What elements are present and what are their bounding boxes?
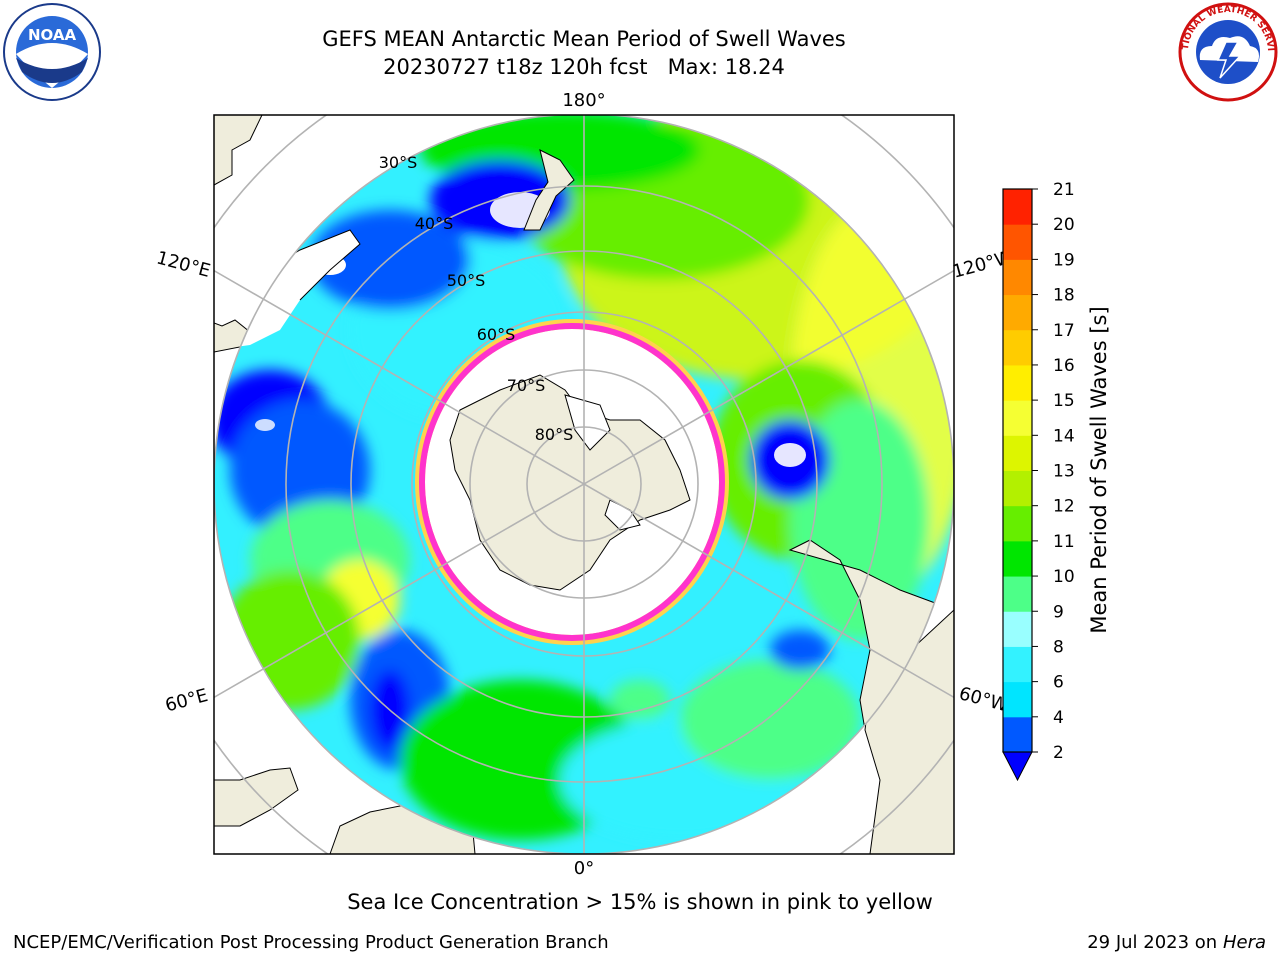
colorbar-block	[1003, 435, 1032, 471]
lat-label-30s: 30°S	[379, 153, 418, 172]
colorbar-tick-label: 4	[1053, 708, 1064, 728]
colorbar-tick-label: 18	[1053, 286, 1075, 306]
footer-date-text: 29 Jul 2023 on	[1087, 932, 1223, 953]
colorbar-tick-label: 10	[1053, 567, 1075, 587]
lon-label-0: 0°	[574, 858, 594, 879]
graticule	[214, 115, 954, 854]
lat-label-50s: 50°S	[447, 271, 486, 290]
lat-label-80s: 80°S	[535, 425, 574, 444]
colorbar-tick-label: 14	[1053, 426, 1075, 446]
colorbar-under-arrow	[1002, 751, 1033, 782]
colorbar-tick-label: 2	[1053, 743, 1064, 763]
colorbar-tick-label: 20	[1053, 215, 1075, 235]
colorbar-block	[1003, 294, 1032, 331]
footer-date: 29 Jul 2023 on Hera	[1087, 932, 1266, 953]
colorbar-tick-label: 11	[1053, 532, 1075, 552]
chart-title: GEFS MEAN Antarctic Mean Period of Swell…	[322, 27, 846, 51]
colorbar-block	[1003, 329, 1032, 366]
nws-logo-icon: NATIONAL WEATHER SERVICE	[1178, 2, 1278, 102]
colorbar-block	[1003, 400, 1032, 436]
colorbar-block	[1003, 716, 1032, 753]
colorbar-label: Mean Period of Swell Waves [s]	[1087, 306, 1111, 633]
colorbar-tick-label: 12	[1053, 497, 1075, 517]
map-frame	[213, 114, 955, 855]
colorbar-block	[1003, 611, 1032, 647]
footer-machine: Hera	[1222, 932, 1266, 953]
colorbar-tick-label: 6	[1053, 673, 1064, 693]
land-new-zealand-west	[214, 115, 263, 186]
colorbar-tick-label: 15	[1053, 391, 1075, 411]
noaa-logo-text: NOAA	[28, 26, 77, 44]
colorbar-block	[1003, 364, 1032, 401]
colorbar-tick-label: 9	[1053, 602, 1064, 622]
colorbar-block	[1003, 681, 1032, 718]
colorbar-block	[1003, 540, 1032, 577]
lon-label-180: 180°	[562, 90, 605, 111]
lat-label-70s: 70°S	[507, 376, 546, 395]
colorbar-tick-label: 16	[1053, 356, 1075, 376]
colorbar-tick-label: 17	[1053, 321, 1075, 341]
colorbar-block	[1003, 224, 1032, 260]
colorbar-block	[1003, 470, 1032, 507]
footer-organization: NCEP/EMC/Verification Post Processing Pr…	[13, 932, 609, 953]
colorbar-tick-label: 19	[1053, 250, 1075, 270]
colorbar-block	[1003, 505, 1032, 542]
colorbar-tick-label: 8	[1053, 637, 1064, 657]
sea-ice-caption: Sea Ice Concentration > 15% is shown in …	[347, 890, 933, 914]
colorbar-block	[1003, 576, 1032, 612]
land-madagascar	[214, 767, 299, 827]
chart-subtitle: 20230727 t18z 120h fcst Max: 18.24	[383, 55, 785, 79]
colorbar-frame	[1002, 188, 1033, 753]
colorbar-block	[1003, 259, 1032, 296]
colorbar-block	[1003, 189, 1032, 225]
colorbar-tick-label: 21	[1053, 180, 1075, 200]
colorbar-tick-label: 13	[1053, 462, 1075, 482]
colorbar-block	[1003, 646, 1032, 683]
lat-label-40s: 40°S	[415, 214, 454, 233]
noaa-logo-icon: NOAA	[3, 3, 101, 101]
lat-label-60s: 60°S	[477, 325, 516, 344]
